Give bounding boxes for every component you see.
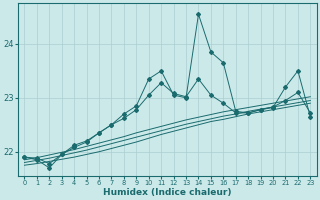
X-axis label: Humidex (Indice chaleur): Humidex (Indice chaleur) [103,188,232,197]
